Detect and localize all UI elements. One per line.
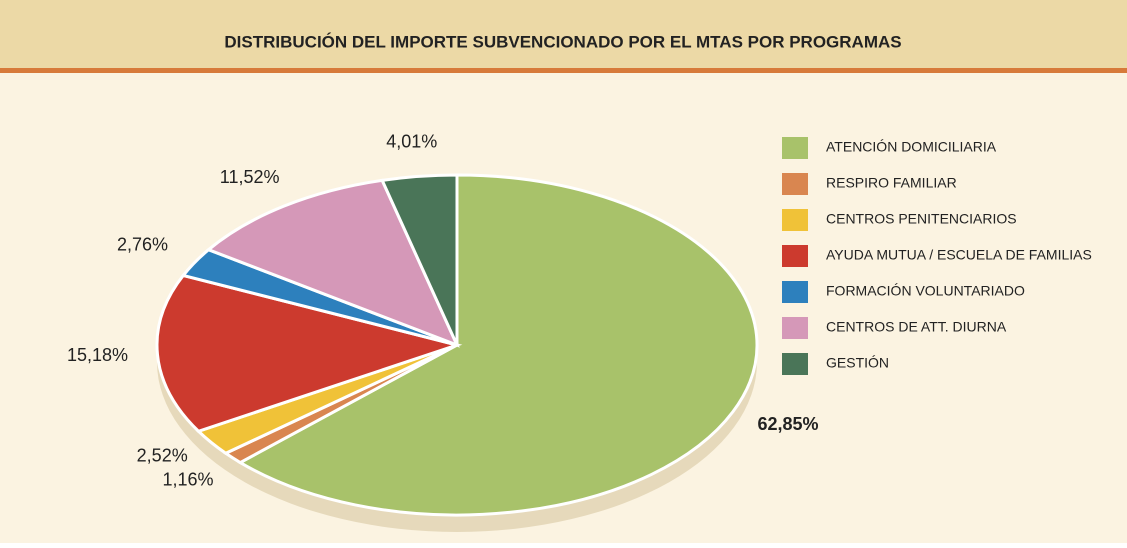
pie-slice (155, 273, 463, 433)
legend-swatch (782, 281, 808, 303)
legend-swatch (782, 353, 808, 375)
header-rule (0, 68, 1127, 73)
data-label: 1,16% (162, 469, 213, 489)
legend-label: AYUDA MUTUA / ESCUELA DE FAMILIAS (826, 247, 1092, 263)
legend-label: GESTIÓN (826, 355, 889, 371)
legend-label: ATENCIÓN DOMICILIARIA (826, 139, 997, 155)
legend-label: FORMACIÓN VOLUNTARIADO (826, 283, 1025, 299)
legend-swatch (782, 245, 808, 267)
legend-label: CENTROS DE ATT. DIURNA (826, 319, 1007, 335)
data-label: 62,85% (758, 414, 819, 434)
data-label: 4,01% (386, 131, 437, 151)
legend-swatch (782, 209, 808, 231)
pie-slice (205, 178, 460, 348)
data-label: 2,52% (137, 445, 188, 465)
data-label: 2,76% (117, 234, 168, 254)
legend-swatch (782, 137, 808, 159)
pie-slice (380, 173, 459, 346)
header-band (0, 0, 1127, 70)
legend-label: CENTROS PENITENCIARIOS (826, 211, 1017, 227)
data-label: 15,18% (67, 345, 128, 365)
legend-label: RESPIRO FAMILIAR (826, 175, 957, 191)
legend-swatch (782, 317, 808, 339)
legend-swatch (782, 173, 808, 195)
chart-title: DISTRIBUCIÓN DEL IMPORTE SUBVENCIONADO P… (224, 32, 901, 51)
data-label: 11,52% (220, 167, 280, 187)
pie-slice (237, 173, 759, 517)
